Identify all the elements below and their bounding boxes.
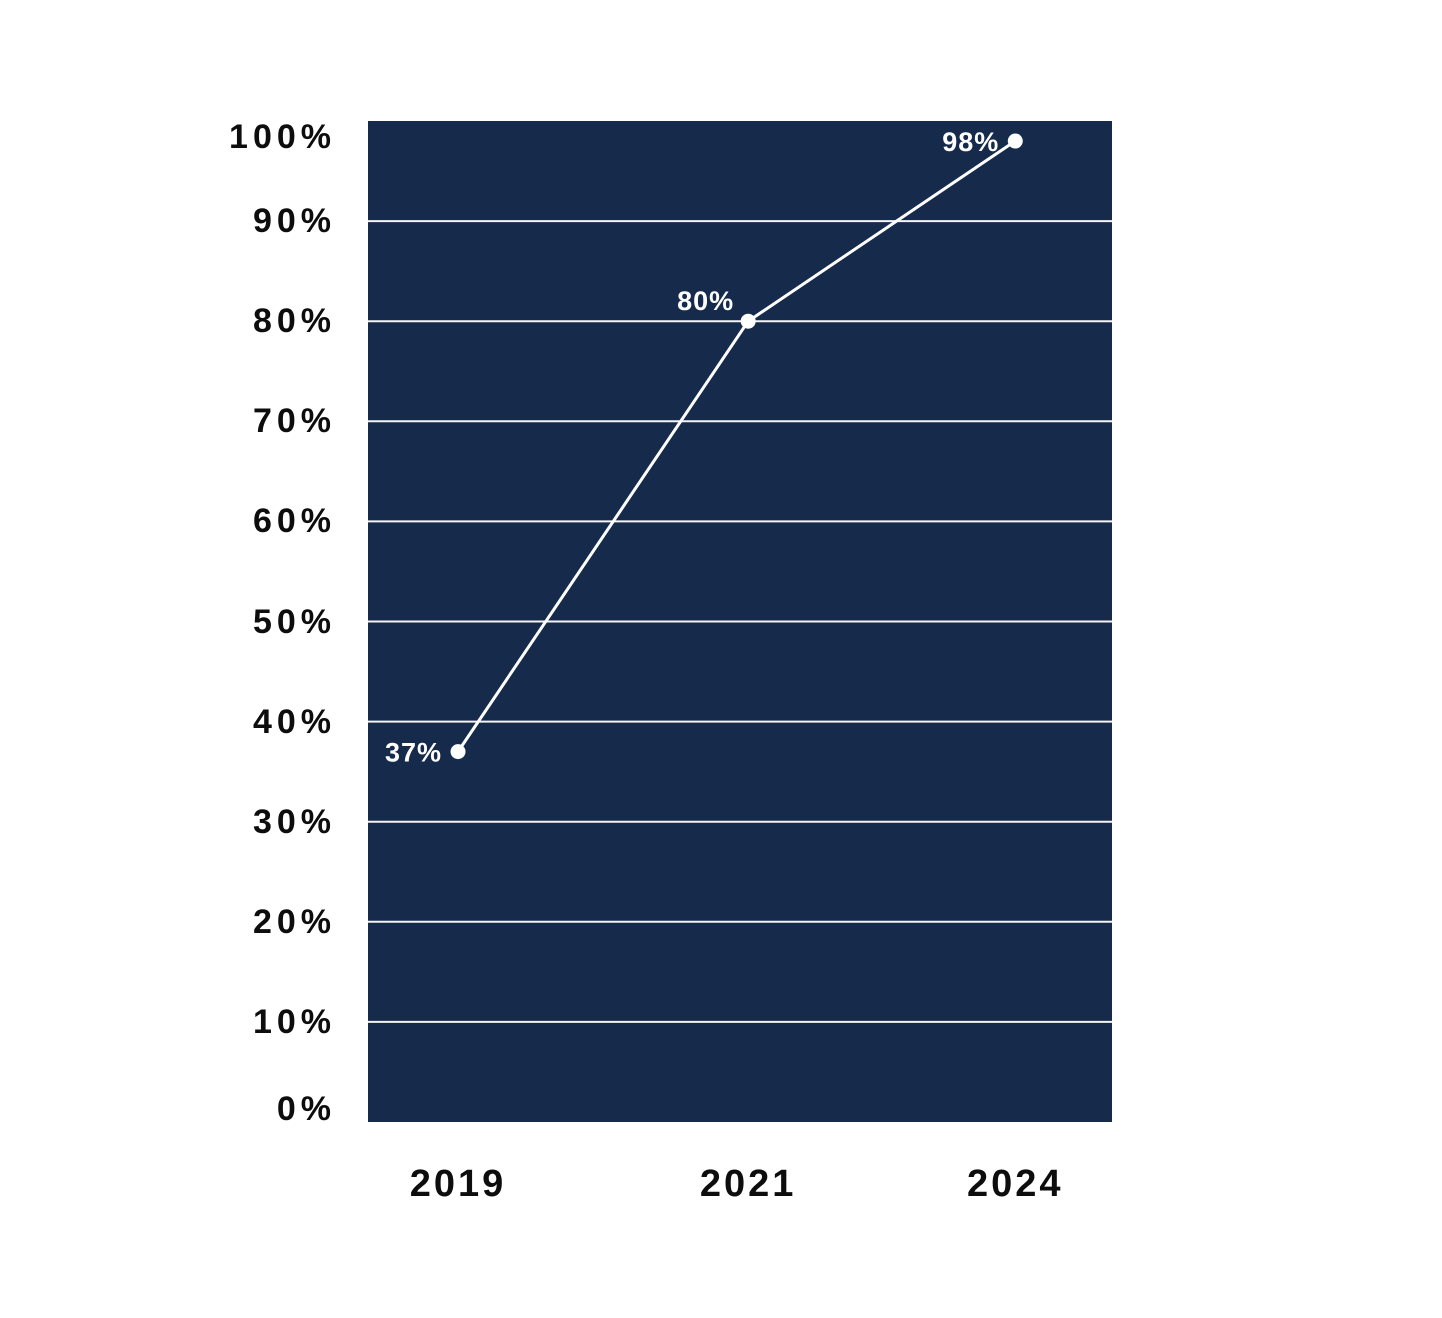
data-point-label-2019: 37% <box>385 738 442 768</box>
y-tick-label-0: 0% <box>276 1090 336 1128</box>
y-tick-label-90: 90% <box>252 202 336 241</box>
y-tick-label-60: 60% <box>252 502 336 541</box>
y-tick-label-10: 10% <box>252 1002 336 1041</box>
y-tick-label-30: 30% <box>252 802 336 841</box>
y-tick-label-20: 20% <box>252 902 336 941</box>
data-point-label-2021: 80% <box>677 286 734 316</box>
y-axis: 100% 90% 80% 70% 60% 50% 40% 30% 20% 10% 0% <box>0 118 336 1126</box>
y-tick-label-40: 40% <box>252 702 336 741</box>
data-point-label-2024: 98% <box>942 127 999 157</box>
line-chart-svg: 37% 80% 98% <box>368 127 1112 1023</box>
data-line <box>456 139 1017 753</box>
y-tick-label-70: 70% <box>252 402 336 441</box>
y-tick-label-50: 50% <box>252 602 336 641</box>
y-tick-label-100: 100% <box>229 118 336 156</box>
y-tick-label-80: 80% <box>252 302 336 341</box>
x-tick-label-2024: 2024 <box>966 1163 1064 1205</box>
data-point-2024 <box>1007 133 1023 149</box>
data-point-2021 <box>740 313 756 329</box>
plot-area: 37% 80% 98% <box>368 121 1112 1122</box>
x-tick-label-2021: 2021 <box>699 1163 797 1205</box>
data-point-2019 <box>450 744 466 760</box>
x-tick-label-2019: 2019 <box>409 1163 507 1205</box>
